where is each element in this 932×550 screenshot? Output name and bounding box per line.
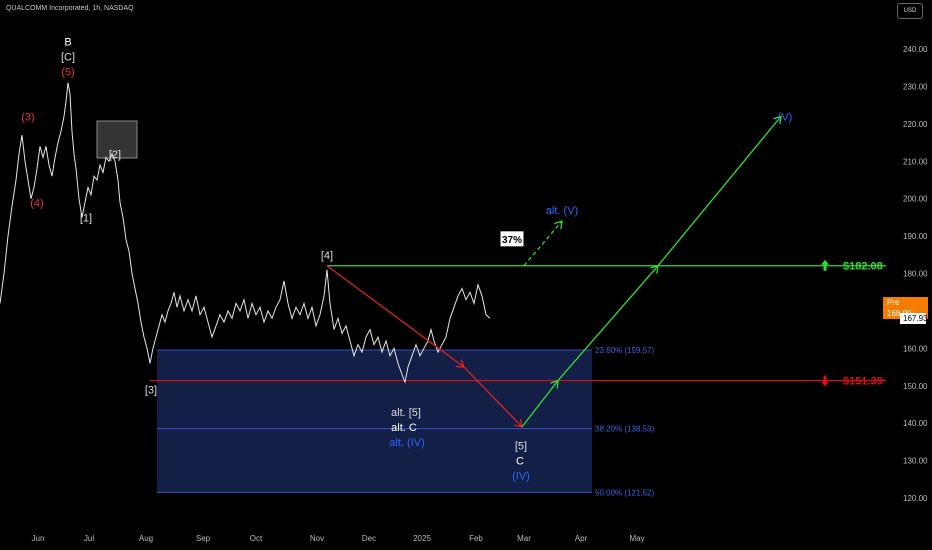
wave-label: [5] <box>515 441 527 453</box>
wave-label: (IV) <box>512 471 530 483</box>
x-tick-label: Nov <box>310 534 324 543</box>
wave-label: (5) <box>61 66 74 78</box>
projection-segment <box>523 220 563 267</box>
price-line <box>0 82 491 384</box>
wave-2-box <box>96 120 138 159</box>
y-tick-label: 120.00 <box>903 494 928 503</box>
projection-arrowhead <box>773 115 782 125</box>
x-tick-label: Aug <box>139 534 153 543</box>
x-tick-label: Feb <box>469 534 483 543</box>
chart-title: QUALCOMM Incorporated, 1h, NASDAQ <box>6 5 134 12</box>
fib-zone-layer: 23.60% (159.57) 38.20% (138.53) 50.00% (12… <box>96 120 654 497</box>
x-tick-label: Dec <box>362 534 376 543</box>
y-tick-label: 160.00 <box>903 344 928 353</box>
last-price-tag: 167.93 <box>900 313 927 324</box>
x-tick-label: May <box>629 534 644 543</box>
wave-label: (V) <box>778 111 793 123</box>
projection-arrowhead <box>554 220 563 230</box>
wave-label: [3] <box>145 384 157 396</box>
x-tick-label: Sep <box>196 534 211 543</box>
y-tick-label: 200.00 <box>903 195 928 204</box>
wave-label: alt. C <box>391 422 417 434</box>
wave-label: [C] <box>61 51 75 63</box>
fib-retracement-zone <box>157 349 592 493</box>
y-tick-label: 190.00 <box>903 232 928 241</box>
wave-label: alt. (V) <box>546 205 578 217</box>
wave-label: (3) <box>21 111 34 123</box>
pre-label: Pre <box>887 298 900 307</box>
projection-layer <box>326 115 782 428</box>
x-tick-label: 2025 <box>413 534 431 543</box>
wave-label: (4) <box>30 197 43 209</box>
lower-stop-label: $151.39 <box>843 376 883 388</box>
projection-segment <box>557 265 659 381</box>
x-tick-label: Jun <box>32 534 45 543</box>
fib-level-label: 50.00% (121.52) <box>595 488 654 497</box>
arrow-down-icon <box>821 375 829 387</box>
wave-label: C <box>516 456 524 468</box>
price-series-layer <box>0 82 491 384</box>
wave-label: [4] <box>321 250 333 262</box>
y-tick-label: 220.00 <box>903 120 928 129</box>
wave-label: [2] <box>109 149 121 161</box>
currency-button[interactable]: USD <box>897 3 923 19</box>
target-lines-layer: $182.08 $151.39 <box>150 259 886 388</box>
projection-segment <box>326 265 465 368</box>
y-tick-label: 130.00 <box>903 457 928 466</box>
fib-level-label: 38.20% (138.53) <box>595 425 654 434</box>
y-tick-label: 140.00 <box>903 419 928 428</box>
x-tick-label: Apr <box>575 534 588 543</box>
y-tick-label: 180.00 <box>903 270 928 279</box>
y-tick-label: 150.00 <box>903 382 928 391</box>
pre-price: 168.90 <box>887 309 911 318</box>
arrow-up-icon <box>821 259 829 271</box>
x-tick-label: Oct <box>250 534 263 543</box>
wave-label: alt. (IV) <box>389 437 424 449</box>
x-tick-label: Jul <box>84 534 94 543</box>
projection-segment <box>521 380 559 428</box>
fib-level-label: 23.60% (159.57) <box>595 346 654 355</box>
probability-box <box>499 230 525 248</box>
annotation-layer: B [C] (5) (3) (4) [2] [1] [3] [4] alt. [5] alt. C a… <box>21 37 792 483</box>
y-tick-label: 240.00 <box>903 45 928 54</box>
upper-target-label: $182.08 <box>843 261 883 273</box>
projection-segment <box>463 366 523 428</box>
wave-label: B <box>64 37 71 49</box>
probability-label: 37% <box>502 235 522 246</box>
wave-label: [1] <box>80 212 92 224</box>
projection-segment <box>657 115 782 267</box>
y-tick-label: 210.00 <box>903 157 928 166</box>
y-tick-label: 230.00 <box>903 82 928 91</box>
wave-label: alt. [5] <box>391 407 421 419</box>
x-tick-label: Mar <box>517 534 531 543</box>
axis-layer: 120.00130.00140.00150.00160.00170.00180.… <box>32 45 928 543</box>
